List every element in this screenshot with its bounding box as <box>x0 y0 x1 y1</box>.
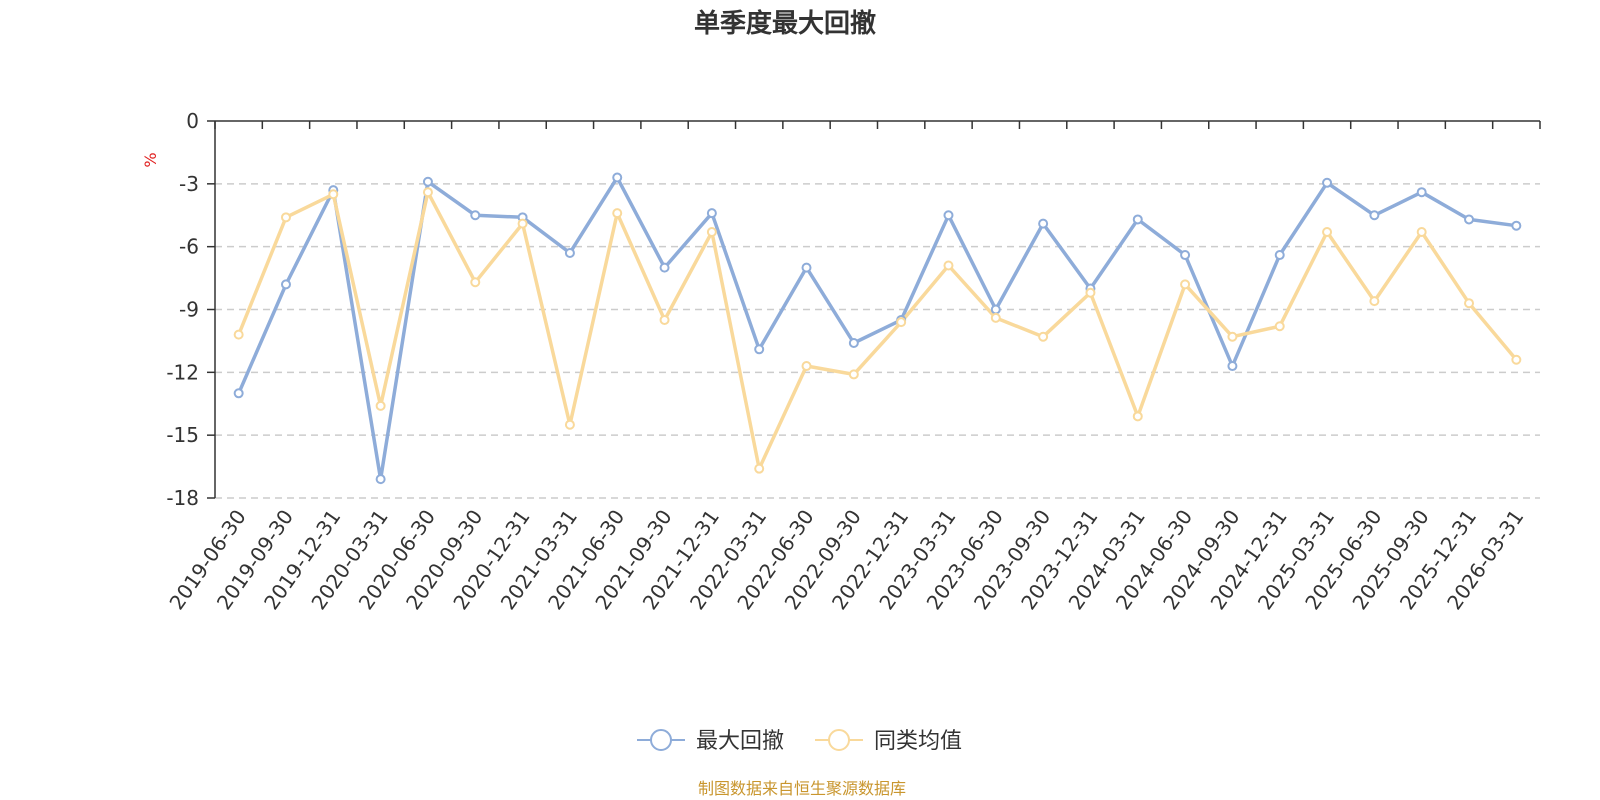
data-point-series-2[interactable] <box>1274 321 1285 332</box>
data-point-series-1[interactable] <box>1132 214 1143 225</box>
data-point-series-2[interactable] <box>1511 354 1522 365</box>
data-point-series-2[interactable] <box>470 277 481 288</box>
data-point-series-1[interactable] <box>801 262 812 273</box>
data-point-series-2[interactable] <box>1322 227 1333 238</box>
data-point-series-1[interactable] <box>280 279 291 290</box>
data-point-series-2[interactable] <box>280 212 291 223</box>
data-point-series-1[interactable] <box>754 344 765 355</box>
legend-item-series-1[interactable]: 最大回撤 <box>637 729 784 754</box>
data-point-series-2[interactable] <box>1464 298 1475 309</box>
y-tick-label: -12 <box>166 360 199 384</box>
data-point-series-2[interactable] <box>564 419 575 430</box>
data-point-series-1[interactable] <box>375 474 386 485</box>
data-point-series-2[interactable] <box>1416 227 1427 238</box>
data-point-series-2[interactable] <box>233 329 244 340</box>
data-point-series-1[interactable] <box>1180 250 1191 261</box>
data-point-series-1[interactable] <box>1227 361 1238 372</box>
legend-marker-series-2 <box>828 729 850 751</box>
y-tick-label: -3 <box>179 172 199 196</box>
y-tick-label: -6 <box>179 235 199 259</box>
data-point-series-1[interactable] <box>470 210 481 221</box>
data-point-series-2[interactable] <box>801 361 812 372</box>
source-note: 制图数据来自恒生聚源数据库 <box>698 779 906 798</box>
data-point-series-2[interactable] <box>1180 279 1191 290</box>
data-point-series-2[interactable] <box>422 187 433 198</box>
grid-lines <box>215 183 1540 499</box>
data-point-series-1[interactable] <box>848 338 859 349</box>
data-point-series-1[interactable] <box>990 304 1001 315</box>
data-point-series-2[interactable] <box>943 260 954 271</box>
data-point-series-1[interactable] <box>612 172 623 183</box>
y-tick-label: -15 <box>166 423 199 447</box>
data-point-series-1[interactable] <box>1369 210 1380 221</box>
data-point-series-2[interactable] <box>517 218 528 229</box>
data-point-series-1[interactable] <box>1038 218 1049 229</box>
data-point-series-1[interactable] <box>659 262 670 273</box>
series-line-2 <box>237 190 1518 471</box>
data-point-series-2[interactable] <box>375 400 386 411</box>
data-point-series-2[interactable] <box>990 312 1001 323</box>
data-point-series-1[interactable] <box>706 208 717 219</box>
data-point-series-2[interactable] <box>612 208 623 219</box>
legend-item-series-2[interactable]: 同类均值 <box>815 729 962 754</box>
data-point-series-2[interactable] <box>754 463 765 474</box>
legend-marker-series-1 <box>650 729 672 751</box>
chart-title: 单季度最大回撤 <box>694 8 876 39</box>
series-lines <box>233 172 1522 485</box>
data-point-series-2[interactable] <box>1227 331 1238 342</box>
data-point-series-1[interactable] <box>422 176 433 187</box>
y-tick-label: -18 <box>166 486 199 510</box>
legend-label-series-1: 最大回撤 <box>696 729 784 754</box>
y-tick-label: 0 <box>186 109 199 133</box>
data-point-series-2[interactable] <box>1132 411 1143 422</box>
series-line-1 <box>237 175 1517 481</box>
data-point-series-2[interactable] <box>1369 296 1380 307</box>
data-point-series-1[interactable] <box>1464 214 1475 225</box>
y-axis-unit-label: % <box>141 152 160 167</box>
data-point-series-2[interactable] <box>896 317 907 328</box>
data-point-series-2[interactable] <box>328 189 339 200</box>
data-point-series-1[interactable] <box>1274 250 1285 261</box>
y-tick-label: -9 <box>179 298 199 322</box>
data-point-series-2[interactable] <box>659 314 670 325</box>
data-point-series-1[interactable] <box>233 388 244 399</box>
data-point-series-1[interactable] <box>943 210 954 221</box>
data-point-series-2[interactable] <box>706 227 717 238</box>
data-point-series-1[interactable] <box>1416 187 1427 198</box>
data-point-series-1[interactable] <box>564 247 575 258</box>
legend[interactable]: 最大回撤 同类均值 <box>637 729 962 754</box>
data-point-series-2[interactable] <box>1038 331 1049 342</box>
legend-label-series-2: 同类均值 <box>874 729 962 754</box>
data-point-series-2[interactable] <box>1085 287 1096 298</box>
data-point-series-1[interactable] <box>1322 177 1333 188</box>
data-point-series-2[interactable] <box>848 369 859 380</box>
data-point-series-1[interactable] <box>1511 220 1522 231</box>
